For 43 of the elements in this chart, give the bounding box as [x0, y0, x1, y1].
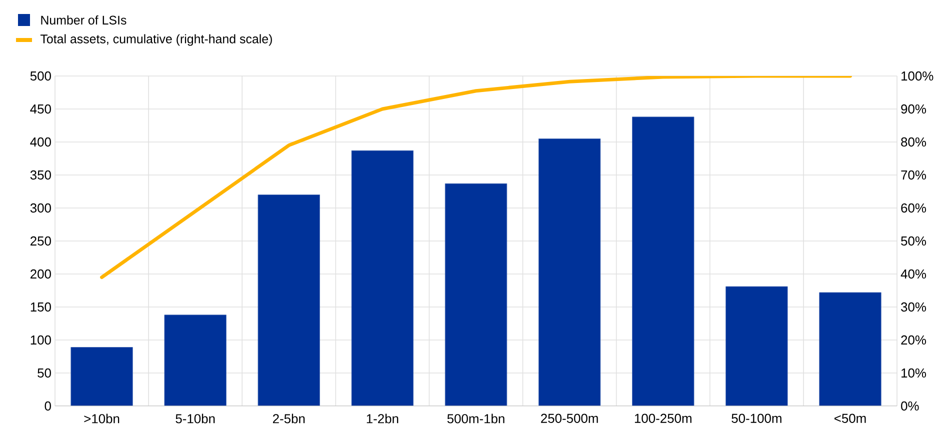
bar: [164, 314, 226, 406]
x-tick-label: 50-100m: [732, 414, 782, 423]
x-tick-label: 2-5bn: [272, 414, 305, 424]
bar: [352, 150, 414, 406]
y-tick-label: 200: [30, 269, 51, 279]
line-series: [100, 76, 852, 280]
y2-tick-label: 50%: [901, 236, 926, 246]
y-tick-label: 450: [30, 104, 51, 114]
bar: [726, 286, 788, 406]
x-tick-label: 1-2bn: [366, 414, 398, 424]
y-tick-label: 350: [30, 170, 51, 180]
x-tick-label: 100-250m: [634, 414, 692, 423]
y-tick-label: 400: [30, 137, 51, 147]
y-tick-label: 100: [30, 335, 51, 345]
y2-tick-label: 30%: [901, 302, 926, 312]
bar: [70, 347, 133, 406]
y2-tick-label: 40%: [900, 269, 926, 279]
y2-tick-label: 20%: [901, 335, 926, 345]
y-tick-label: 50: [38, 368, 51, 378]
x-tick-label: 5-10bn: [176, 414, 215, 424]
y-tick-label: 0: [44, 401, 51, 411]
y2-tick-label: 90%: [901, 104, 926, 114]
y-tick-label: 300: [30, 203, 51, 213]
y-tick-label: 500: [30, 71, 51, 81]
bar: [632, 116, 694, 406]
x-tick-label: 250-500m: [541, 414, 598, 423]
x-tick-label: 500m-1bn: [447, 414, 504, 424]
y2-tick-label: 0%: [901, 401, 919, 411]
bar: [258, 194, 320, 406]
y2-tick-label: 80%: [901, 137, 926, 147]
y-tick-label: 150: [30, 302, 51, 312]
y2-tick-label: 100%: [902, 71, 934, 81]
y-tick-label: 250: [30, 236, 51, 246]
x-tick-label: <50m: [834, 414, 866, 423]
y2-tick-label: 10%: [902, 368, 926, 378]
legend-label: Number of LSIs: [41, 15, 126, 25]
y2-tick-label: 60%: [901, 203, 926, 213]
y2-tick-label: 70%: [901, 170, 926, 180]
bar: [819, 292, 882, 406]
bar: [538, 138, 600, 406]
x-tick-label: >10bn: [84, 414, 120, 424]
bar: [445, 184, 507, 406]
legend-label: Total assets, cumulative (right-hand scale): [40, 34, 272, 46]
